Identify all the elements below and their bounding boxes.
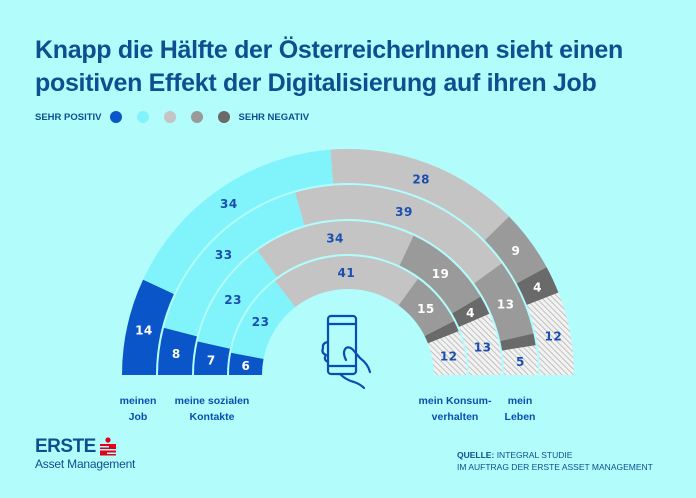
title-line-1: Knapp die Hälfte der ÖsterreicherInnen s…: [35, 36, 623, 64]
source-text: INTEGRAL STUDIE: [496, 450, 573, 460]
legend-dot-very-negative: [217, 111, 230, 123]
ring-segment-very-positive: [229, 352, 264, 375]
sparkasse-s-icon: [99, 437, 117, 457]
segment-value-label: 33: [215, 248, 233, 262]
segment-value-label: 19: [432, 267, 450, 281]
ring-segment-no-answer: [526, 292, 574, 375]
category-label-line: mein Konsum-: [418, 395, 492, 407]
segment-value-label: 28: [412, 173, 430, 187]
ring-segment-negative: [398, 278, 455, 336]
ring-segment-neutral: [330, 149, 510, 241]
source-line-2: IM AUFTRAG DER ERSTE ASSET MANAGEMENT: [457, 462, 653, 472]
ring-segment-negative: [474, 263, 534, 341]
category-label-line: Job: [128, 411, 148, 423]
category-label-life: mein Leben: [492, 393, 548, 425]
ring-segment-no-answer: [459, 313, 502, 375]
legend-dot-positive: [136, 111, 149, 123]
category-label-line: Kontakte: [189, 411, 235, 423]
ring-segment-no-answer: [502, 345, 539, 375]
erste-logo: ERSTE Asset Management: [35, 436, 136, 472]
segment-value-label: 23: [224, 293, 242, 307]
legend-dot-negative: [190, 111, 203, 123]
segment-value-label: 12: [545, 330, 563, 344]
segment-value-label: 12: [440, 349, 458, 363]
segment-value-label: 41: [338, 266, 356, 280]
segment-value-label: 4: [533, 280, 542, 294]
legend-dot-very-positive: [109, 111, 122, 123]
source-label: QUELLE:: [457, 450, 495, 460]
ring-segment-very-negative: [424, 320, 459, 344]
ring-segment-very-positive: [122, 279, 174, 375]
phone-hand-icon: [321, 314, 372, 390]
ring-segment-neutral: [275, 256, 418, 308]
ring-segment-very-negative: [452, 296, 490, 327]
ring-segment-neutral: [294, 185, 502, 284]
segment-value-label: 13: [497, 297, 515, 311]
source-note: QUELLE: INTEGRAL STUDIE IM AUFTRAG DER E…: [457, 449, 653, 473]
category-label-line: mein: [507, 395, 533, 407]
chart-title: Knapp die Hälfte der ÖsterreicherInnen s…: [35, 34, 675, 100]
segment-value-label: 34: [220, 197, 238, 211]
legend-end-label: SEHR NEGATIV: [238, 111, 310, 123]
segment-value-label: 8: [172, 347, 181, 361]
segment-value-label: 6: [242, 359, 251, 373]
ring-segment-positive: [231, 280, 296, 359]
ring-segment-no-answer: [427, 331, 467, 375]
logo-brand: ERSTE: [35, 436, 96, 457]
segment-value-label: 4: [466, 306, 475, 320]
legend-start-label: SEHR POSITIV: [35, 111, 102, 123]
ring-segment-positive: [197, 250, 277, 349]
ring-segment-positive: [143, 149, 334, 295]
segment-value-label: 9: [512, 244, 521, 258]
category-label-line: verhalten: [431, 411, 479, 423]
category-label-job: meinen Job: [108, 393, 168, 425]
segment-value-label: 23: [252, 315, 270, 329]
segment-value-label: 13: [474, 341, 492, 355]
ring-segment-neutral: [257, 221, 414, 278]
ring-segment-positive: [163, 192, 305, 337]
category-label-line: meine sozialen: [174, 395, 250, 407]
category-label-social-contacts: meine sozialen Kontakte: [162, 393, 262, 425]
segment-value-label: 34: [326, 232, 344, 246]
segment-value-label: 14: [135, 323, 153, 337]
legend-dot-neutral: [163, 111, 176, 123]
logo-subtitle: Asset Management: [35, 457, 136, 471]
title-line-2: positiven Effekt der Digitalisierung auf…: [35, 69, 597, 97]
ring-segment-very-negative: [516, 267, 559, 305]
legend: SEHR POSITIV SEHR NEGATIV: [35, 109, 309, 125]
category-label-line: Leben: [504, 411, 536, 423]
segment-value-label: 39: [395, 205, 413, 219]
ring-segment-negative: [399, 235, 481, 314]
ring-segment-very-positive: [194, 341, 230, 375]
ring-segment-very-negative: [500, 333, 536, 351]
segment-value-label: 15: [417, 302, 435, 316]
ring-segment-negative: [484, 216, 547, 284]
ring-segment-very-positive: [158, 327, 197, 375]
category-label-consumer-behavior: mein Konsum- verhalten: [405, 393, 505, 425]
segment-value-label: 5: [516, 355, 525, 369]
category-label-line: meinen: [119, 395, 157, 407]
segment-value-label: 7: [207, 353, 216, 367]
